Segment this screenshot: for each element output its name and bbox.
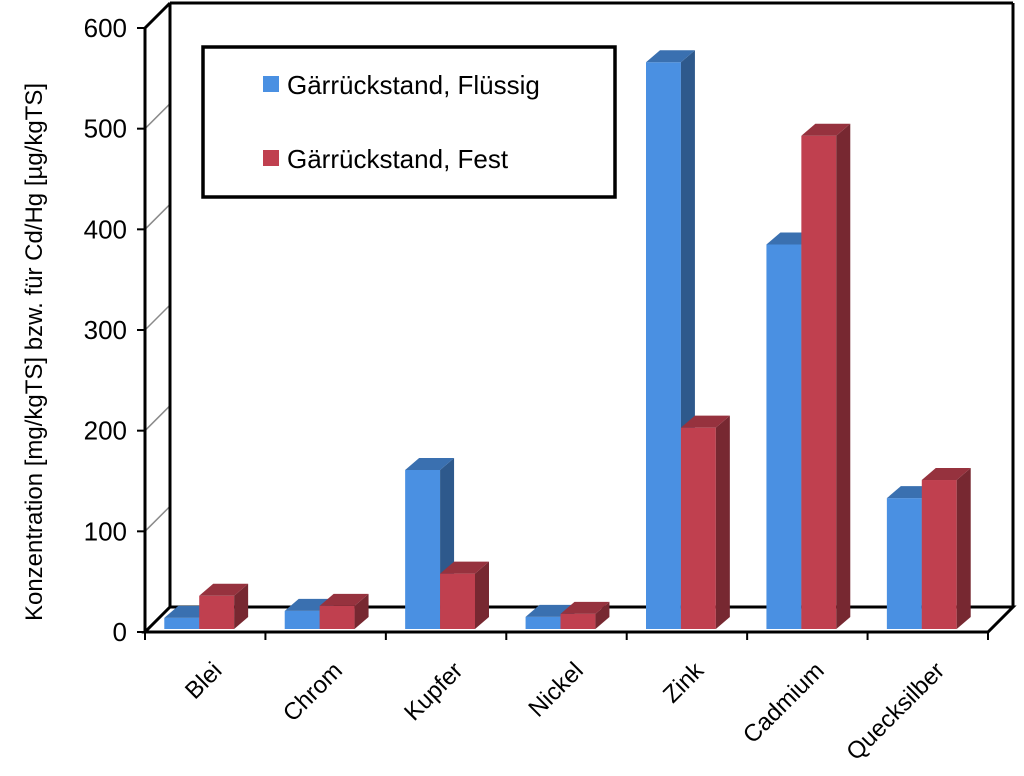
x-tick-label: Zink bbox=[658, 656, 710, 708]
bar-top bbox=[440, 561, 489, 574]
bar-front bbox=[319, 605, 355, 629]
bar-front bbox=[164, 617, 200, 629]
x-category-labels: Blei Chrom Kupfer Nickel Zink Cadmium Quecksil… bbox=[180, 656, 950, 765]
legend-label-fest: Gärrückstand, Fest bbox=[287, 144, 509, 174]
axes bbox=[137, 27, 989, 640]
x-tick-label: Cadmium bbox=[738, 657, 830, 749]
side-wall-top-edge bbox=[143, 1, 172, 30]
legend-swatch-fluessig bbox=[263, 76, 279, 92]
x-tick-label: Kupfer bbox=[399, 657, 468, 726]
bar-chrom-fest bbox=[319, 593, 369, 629]
gridline-side bbox=[144, 203, 171, 230]
bar-top bbox=[646, 50, 695, 63]
bar-side bbox=[836, 123, 851, 629]
bar-top bbox=[801, 123, 851, 136]
bar-top bbox=[319, 593, 369, 606]
bar-top bbox=[560, 601, 610, 614]
bar-front bbox=[680, 427, 716, 629]
bar-front bbox=[284, 610, 320, 629]
gridline-side bbox=[144, 304, 171, 331]
bar-side bbox=[956, 468, 971, 629]
gridline-side bbox=[144, 103, 171, 130]
y-tick-label: 200 bbox=[84, 416, 127, 446]
bar-front bbox=[405, 469, 441, 629]
bar-front bbox=[560, 613, 596, 629]
bar-kupfer-fest bbox=[440, 561, 489, 629]
bar-side bbox=[234, 583, 249, 629]
bar-kupfer-fluessig bbox=[405, 457, 455, 629]
legend-swatch-fest bbox=[263, 150, 279, 166]
y-tick-label: 300 bbox=[84, 315, 127, 345]
bar-side bbox=[595, 601, 610, 629]
bar-top bbox=[921, 468, 971, 481]
bar-side bbox=[715, 415, 730, 629]
x-tick-label: Blei bbox=[180, 657, 227, 704]
bar-front bbox=[440, 573, 475, 629]
y-tick-label: 500 bbox=[84, 114, 127, 144]
bar-front bbox=[199, 595, 235, 629]
y-tick-label: 600 bbox=[84, 13, 127, 43]
bar-front bbox=[921, 480, 957, 629]
x-tick-label: Quecksilber bbox=[841, 657, 950, 766]
y-tick-label: 100 bbox=[84, 516, 127, 546]
bar-front bbox=[525, 616, 561, 629]
gridline-side bbox=[144, 405, 171, 432]
legend: Gärrückstand, Flüssig Gärrückstand, Fest bbox=[201, 45, 617, 199]
y-tick-label: 0 bbox=[113, 617, 127, 647]
bar-front bbox=[801, 135, 837, 629]
bar-side bbox=[474, 561, 489, 629]
bar-front bbox=[886, 498, 922, 629]
legend-label-fluessig: Gärrückstand, Flüssig bbox=[287, 70, 540, 100]
x-tick-label: Chrom bbox=[278, 657, 348, 727]
bar-cadmium-fest bbox=[801, 123, 851, 629]
y-axis-title: Konzentration [mg/kgTS] bzw. für Cd/Hg [… bbox=[21, 83, 48, 621]
bar-front bbox=[766, 244, 802, 629]
bars bbox=[164, 50, 971, 630]
bar-quecksilber-fest bbox=[921, 468, 971, 629]
bar-top bbox=[199, 583, 249, 596]
bar-nickel-fest bbox=[560, 601, 610, 629]
y-tick-labels: 0 100 200 300 400 500 600 bbox=[84, 13, 127, 647]
bar-front bbox=[646, 62, 681, 630]
x-tick-label: Nickel bbox=[523, 657, 588, 722]
bar-top bbox=[405, 457, 455, 470]
gridline-side bbox=[144, 505, 171, 532]
bar-side bbox=[354, 593, 369, 629]
bar-top bbox=[680, 415, 730, 428]
bar-zink-fest bbox=[680, 415, 730, 629]
y-tick-label: 400 bbox=[84, 214, 127, 244]
bar-blei-fest bbox=[199, 583, 249, 629]
legend-box bbox=[201, 45, 617, 199]
